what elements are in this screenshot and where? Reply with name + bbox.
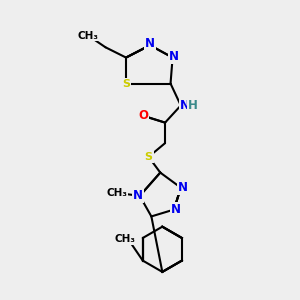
Text: N: N [133, 189, 143, 203]
Text: CH₃: CH₃ [78, 31, 99, 40]
Text: N: N [178, 181, 188, 194]
Text: N: N [145, 38, 155, 50]
Text: S: S [145, 152, 153, 162]
Text: H: H [188, 99, 198, 112]
Text: N: N [180, 99, 190, 112]
Text: CH₃: CH₃ [114, 234, 135, 244]
Text: N: N [171, 203, 181, 216]
Text: O: O [138, 109, 148, 122]
Text: CH₃: CH₃ [106, 188, 128, 198]
Text: N: N [169, 50, 179, 63]
Text: S: S [122, 79, 130, 88]
